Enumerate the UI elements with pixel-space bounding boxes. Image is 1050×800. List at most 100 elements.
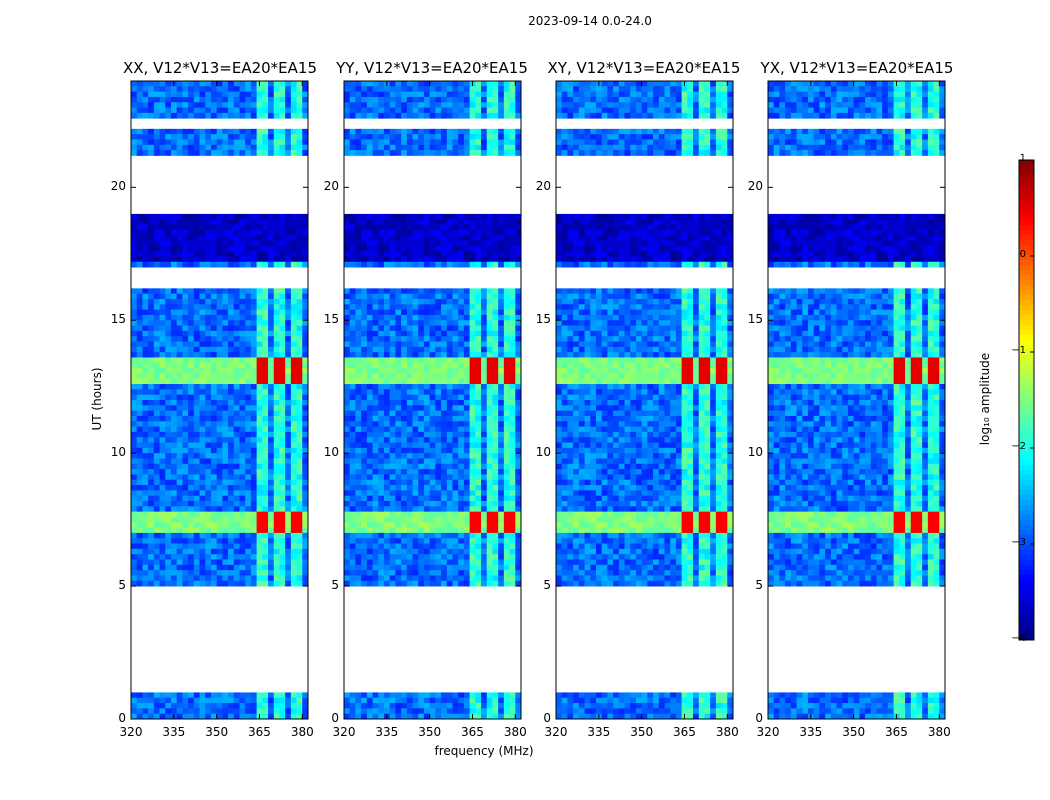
heatmap-cell	[349, 501, 356, 507]
heatmap-cell	[378, 463, 385, 470]
heatmap-cell	[210, 235, 218, 241]
heatmap-cell	[131, 527, 138, 534]
heatmap-cell	[463, 352, 471, 358]
heatmap-cell	[503, 91, 510, 98]
heatmap-cell	[349, 580, 356, 587]
heatmap-cell	[389, 463, 396, 470]
heatmap-cell	[361, 410, 368, 417]
heatmap-cell	[262, 314, 269, 321]
heatmap-cell	[290, 559, 297, 566]
heatmap-cell	[406, 96, 413, 103]
heatmap-cell	[256, 346, 263, 353]
heatmap-cell	[503, 506, 510, 513]
heatmap-cell	[463, 559, 471, 566]
heatmap-cell	[412, 522, 419, 528]
heatmap-cell	[216, 134, 223, 140]
heatmap-cell	[182, 516, 189, 523]
heatmap-cell	[361, 298, 368, 305]
heatmap-cell	[205, 341, 212, 348]
heatmap-cell	[296, 570, 303, 576]
heatmap-cell	[429, 325, 436, 332]
heatmap-cell	[503, 543, 510, 550]
heatmap-cell	[170, 378, 178, 385]
heatmap-cell	[389, 458, 396, 465]
heatmap-cell	[406, 128, 413, 135]
heatmap-cell	[273, 485, 280, 491]
heatmap-cell	[233, 527, 240, 534]
heatmap-cell	[188, 474, 195, 481]
heatmap-cell	[498, 112, 505, 119]
heatmap-cell	[239, 485, 246, 491]
heatmap-cell	[233, 245, 240, 252]
heatmap-cell	[372, 458, 379, 465]
heatmap-cell	[193, 479, 200, 486]
heatmap-cell	[458, 245, 465, 252]
heatmap-cell	[498, 548, 505, 555]
heatmap-cell	[153, 357, 160, 364]
heatmap-cell	[262, 442, 269, 449]
heatmap-cell	[188, 538, 195, 544]
heatmap-cell	[372, 293, 379, 300]
heatmap-cell	[458, 304, 465, 311]
heatmap-cell	[469, 298, 476, 305]
heatmap-cell	[418, 341, 425, 348]
heatmap-cell	[446, 389, 453, 396]
heatmap-cell	[481, 293, 488, 300]
heatmap-cell	[446, 352, 453, 358]
heatmap-cell	[182, 314, 189, 321]
heatmap-cell	[188, 485, 195, 491]
heatmap-cell	[486, 245, 493, 252]
heatmap-cell	[222, 229, 229, 236]
heatmap-cell	[199, 107, 206, 114]
heatmap-cell	[395, 495, 402, 502]
heatmap-cell	[233, 410, 240, 417]
heatmap-cell	[366, 288, 373, 295]
heatmap-cell	[228, 437, 235, 443]
heatmap-cell	[279, 713, 286, 720]
heatmap-cell	[412, 570, 419, 576]
heatmap-cell	[273, 373, 280, 380]
heatmap-cell	[378, 346, 385, 353]
heatmap-cell	[228, 697, 235, 704]
heatmap-cell	[498, 394, 505, 401]
heatmap-cell	[481, 134, 488, 140]
heatmap-cell	[233, 548, 240, 555]
heatmap-cell	[509, 304, 516, 311]
heatmap-cell	[256, 426, 263, 433]
heatmap-cell	[446, 495, 453, 502]
heatmap-cell	[285, 330, 292, 337]
heatmap-cell	[423, 128, 431, 135]
heatmap-cell	[210, 511, 218, 518]
heatmap-cell	[159, 495, 166, 502]
heatmap-cell	[256, 256, 263, 263]
heatmap-cell	[441, 298, 448, 305]
heatmap-cell	[469, 389, 476, 396]
heatmap-cell	[441, 293, 448, 300]
heatmap-cell	[136, 213, 143, 220]
heatmap-cell	[245, 543, 252, 550]
heatmap-cell	[228, 341, 235, 348]
heatmap-cell	[412, 229, 419, 236]
heatmap-cell	[233, 538, 240, 544]
heatmap-cell	[469, 213, 476, 220]
heatmap-cell	[441, 389, 448, 396]
heatmap-cell	[245, 554, 252, 560]
heatmap-cell	[344, 150, 351, 156]
heatmap-cell	[429, 81, 436, 87]
heatmap-cell	[515, 357, 522, 364]
heatmap-cell	[458, 336, 465, 342]
heatmap-cell	[205, 708, 212, 715]
heatmap-cell	[188, 368, 195, 374]
heatmap-cell	[366, 463, 373, 470]
heatmap-cell	[170, 240, 178, 247]
heatmap-cell	[216, 426, 223, 433]
heatmap-cell	[515, 564, 522, 571]
heatmap-cell	[250, 298, 258, 305]
heatmap-cell	[406, 219, 413, 225]
heatmap-cell	[142, 527, 149, 534]
heatmap-cell	[148, 490, 155, 497]
heatmap-cell	[228, 213, 235, 220]
heatmap-cell	[273, 112, 280, 119]
heatmap-cell	[452, 240, 459, 247]
heatmap-cell	[481, 575, 488, 582]
